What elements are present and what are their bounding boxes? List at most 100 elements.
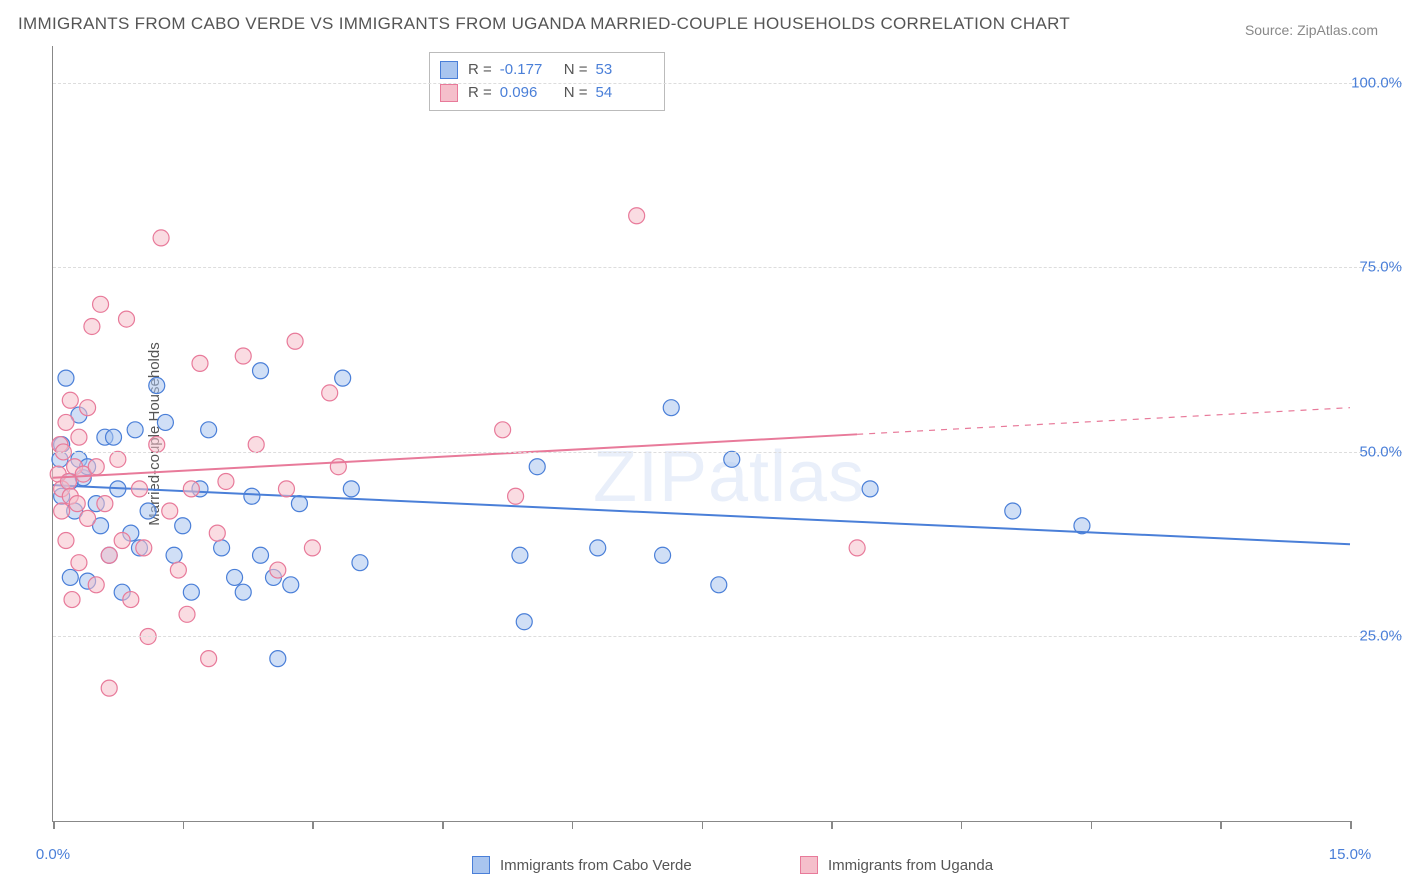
data-point bbox=[629, 208, 645, 224]
legend-label-cv: Immigrants from Cabo Verde bbox=[500, 857, 692, 874]
data-point bbox=[162, 503, 178, 519]
data-point bbox=[322, 385, 338, 401]
legend-row-1: R = 0.096 N = 54 bbox=[440, 82, 650, 105]
data-point bbox=[218, 473, 234, 489]
data-point bbox=[270, 562, 286, 578]
n-value-1: 54 bbox=[596, 82, 650, 105]
xtick bbox=[53, 821, 55, 829]
r-label-0: R = bbox=[468, 59, 492, 82]
plot-area: Married-couple Households ZIPatlas R = -… bbox=[52, 46, 1350, 822]
data-point bbox=[88, 577, 104, 593]
gridline-h bbox=[53, 452, 1402, 453]
data-point bbox=[1005, 503, 1021, 519]
data-point bbox=[58, 533, 74, 549]
data-point bbox=[140, 503, 156, 519]
data-point bbox=[270, 651, 286, 667]
data-point bbox=[227, 569, 243, 585]
data-point bbox=[118, 311, 134, 327]
data-point bbox=[304, 540, 320, 556]
legend-swatch-ug bbox=[800, 856, 818, 874]
data-point bbox=[80, 510, 96, 526]
xtick bbox=[572, 821, 574, 829]
data-point bbox=[62, 392, 78, 408]
data-point bbox=[101, 680, 117, 696]
data-point bbox=[495, 422, 511, 438]
data-point bbox=[101, 547, 117, 563]
data-point bbox=[291, 496, 307, 512]
data-point bbox=[849, 540, 865, 556]
data-point bbox=[711, 577, 727, 593]
xtick-label: 0.0% bbox=[36, 846, 70, 863]
legend-uganda: Immigrants from Uganda bbox=[800, 856, 993, 874]
data-point bbox=[80, 400, 96, 416]
xtick bbox=[961, 821, 963, 829]
xtick-label: 15.0% bbox=[1329, 846, 1372, 863]
data-point bbox=[244, 488, 260, 504]
data-point bbox=[655, 547, 671, 563]
data-point bbox=[590, 540, 606, 556]
legend-swatch-1 bbox=[440, 84, 458, 102]
data-point bbox=[235, 348, 251, 364]
data-point bbox=[64, 592, 80, 608]
chart-title: IMMIGRANTS FROM CABO VERDE VS IMMIGRANTS… bbox=[18, 14, 1070, 34]
xtick bbox=[702, 821, 704, 829]
data-point bbox=[201, 651, 217, 667]
data-point bbox=[106, 429, 122, 445]
data-point bbox=[166, 547, 182, 563]
data-point bbox=[179, 606, 195, 622]
data-point bbox=[136, 540, 152, 556]
data-point bbox=[663, 400, 679, 416]
data-point bbox=[88, 459, 104, 475]
data-point bbox=[84, 318, 100, 334]
data-point bbox=[183, 584, 199, 600]
data-point bbox=[175, 518, 191, 534]
correlation-legend: R = -0.177 N = 53 R = 0.096 N = 54 bbox=[429, 52, 665, 111]
source-label: Source: ZipAtlas.com bbox=[1245, 22, 1378, 38]
data-point bbox=[253, 363, 269, 379]
data-point bbox=[123, 592, 139, 608]
gridline-h bbox=[53, 636, 1402, 637]
data-point bbox=[248, 437, 264, 453]
legend-row-0: R = -0.177 N = 53 bbox=[440, 59, 650, 82]
gridline-h bbox=[53, 83, 1402, 84]
xtick bbox=[831, 821, 833, 829]
chart-svg bbox=[53, 46, 1350, 821]
n-label-0: N = bbox=[564, 59, 588, 82]
data-point bbox=[724, 451, 740, 467]
xtick bbox=[1350, 821, 1352, 829]
data-point bbox=[131, 481, 147, 497]
data-point bbox=[149, 378, 165, 394]
data-point bbox=[529, 459, 545, 475]
data-point bbox=[97, 496, 113, 512]
data-point bbox=[214, 540, 230, 556]
data-point bbox=[278, 481, 294, 497]
data-point bbox=[516, 614, 532, 630]
data-point bbox=[69, 496, 85, 512]
xtick bbox=[442, 821, 444, 829]
data-point bbox=[149, 437, 165, 453]
ytick-label: 100.0% bbox=[1351, 74, 1402, 91]
n-value-0: 53 bbox=[596, 59, 650, 82]
ytick-label: 25.0% bbox=[1359, 628, 1402, 645]
data-point bbox=[235, 584, 251, 600]
data-point bbox=[54, 503, 70, 519]
data-point bbox=[71, 555, 87, 571]
data-point bbox=[335, 370, 351, 386]
data-point bbox=[71, 429, 87, 445]
data-point bbox=[512, 547, 528, 563]
trend-line bbox=[53, 485, 1350, 544]
gridline-h bbox=[53, 267, 1402, 268]
data-point bbox=[127, 422, 143, 438]
r-value-0: -0.177 bbox=[500, 59, 554, 82]
legend-swatch-0 bbox=[440, 61, 458, 79]
data-point bbox=[110, 451, 126, 467]
data-point bbox=[862, 481, 878, 497]
data-point bbox=[283, 577, 299, 593]
data-point bbox=[157, 414, 173, 430]
legend-swatch-cv bbox=[472, 856, 490, 874]
data-point bbox=[153, 230, 169, 246]
data-point bbox=[209, 525, 225, 541]
ytick-label: 50.0% bbox=[1359, 443, 1402, 460]
data-point bbox=[253, 547, 269, 563]
data-point bbox=[183, 481, 199, 497]
